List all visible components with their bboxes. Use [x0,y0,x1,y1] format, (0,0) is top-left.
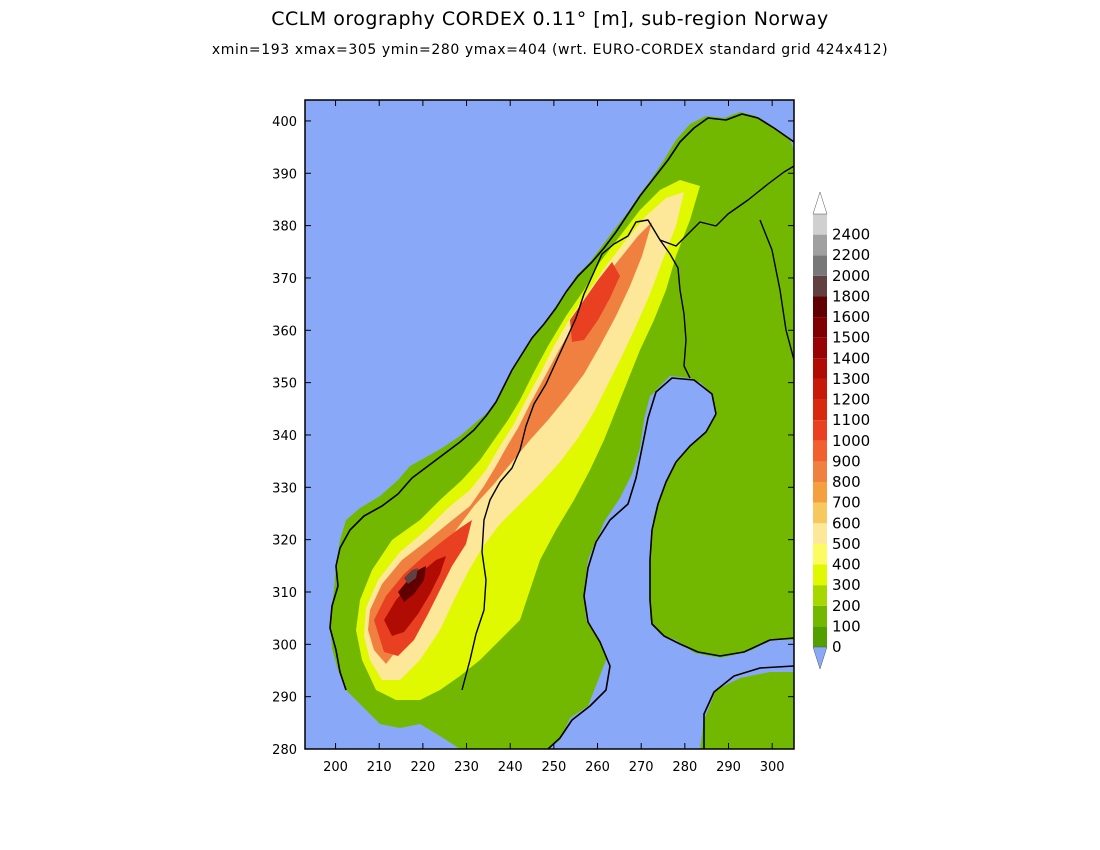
border-norway-sweden [461,219,717,691]
colorbar-label: 1000 [832,432,870,450]
colorbar-swatch [813,502,827,524]
colorbar-swatch [813,337,827,359]
x-tick-label: 250 [541,760,566,775]
y-tick-label: 400 [272,115,297,130]
coastline-norway [329,113,794,691]
colorbar-swatch [813,605,827,627]
y-axis: 280 290 300 310 320 330 340 350 360 370 380 390 400 [272,115,794,758]
coastline-finland [649,413,794,657]
colorbar-swatch [813,564,827,586]
colorbar-label: 1100 [832,411,870,429]
colorbar-label: 1800 [832,287,870,305]
colorbar-label: 100 [832,617,861,635]
colorbar-label: 800 [832,473,861,491]
colorbar-label: 400 [832,556,861,574]
x-tick-label: 300 [760,760,785,775]
colorbar-over-triangle [812,191,828,215]
colorbar-label: 500 [832,535,861,553]
colorbar-label: 1300 [832,370,870,388]
elevation-band-1300 [384,556,446,636]
plot-frame [304,99,795,750]
coastline-estonia [703,665,794,749]
terrain-layer [329,112,794,749]
colorbar-swatch [813,482,827,503]
colorbar-swatch [813,543,827,565]
colorbar-swatch [813,399,827,421]
map-title: CCLM orography CORDEX 0.11° [m], sub-reg… [271,8,829,30]
colorbar-swatch [813,523,827,544]
colorbar-swatch [813,626,827,647]
colorbar-swatch [813,234,827,256]
colorbar-swatch [813,420,827,441]
colorbar-swatch [813,585,827,606]
x-tick-label: 220 [410,760,435,775]
x-tick-label: 280 [672,760,697,775]
y-tick-label: 290 [272,691,297,706]
border-finland-russia [715,165,794,227]
colorbar-under-triangle [812,646,828,670]
y-tick-label: 320 [272,534,297,549]
y-tick-label: 340 [272,429,297,444]
colorbar-swatch [813,296,827,318]
colorbar-label: 2400 [832,226,870,244]
colorbar-swatch [813,461,827,483]
x-tick-label: 230 [454,760,479,775]
border-sweden-finland [659,239,691,379]
x-tick-label: 290 [716,760,741,775]
x-tick-label: 200 [323,760,348,775]
x-tick-label: 260 [585,760,610,775]
y-tick-label: 350 [272,377,297,392]
y-tick-label: 330 [272,481,297,496]
colorbar-label: 1500 [832,329,870,347]
colorbar-label: 1600 [832,308,870,326]
colorbar-label: 700 [832,494,861,512]
colorbar-label: 2200 [832,246,870,264]
coastline-sweden [547,377,717,749]
x-tick-label: 270 [629,760,654,775]
colorbar-swatch [813,255,827,276]
y-tick-label: 360 [272,324,297,339]
colorbar-label: 600 [832,514,861,532]
colorbar-swatch [813,358,827,379]
colorbar-label: 900 [832,452,861,470]
colorbar-label: 1400 [832,349,870,367]
y-tick-label: 370 [272,272,297,287]
x-tick-label: 240 [498,760,523,775]
colorbar-label: 300 [832,576,861,594]
colorbar-label: 2000 [832,267,870,285]
map-subtitle: xmin=193 xmax=305 ymin=280 ymax=404 (wrt… [211,42,889,58]
y-tick-label: 310 [272,586,297,601]
elevation-band-1800 [404,568,418,584]
colorbar-label: 0 [832,638,842,656]
x-axis: 200 210 220 230 240 250 260 270 280 290 300 [323,100,785,775]
y-tick-label: 380 [272,220,297,235]
colorbar-swatch [813,317,827,338]
elevation-band-1000-north [570,262,620,342]
y-tick-label: 390 [272,167,297,182]
y-tick-label: 300 [272,638,297,653]
colorbar-swatch [813,440,827,462]
border-finland-russia-east [759,219,794,361]
y-tick-label: 280 [272,743,297,758]
colorbar-label: 200 [832,597,861,615]
colorbar: 0 100 200 300 400 500 600 700 800 900 1000 1100 1200… [812,191,870,670]
x-tick-label: 210 [367,760,392,775]
colorbar-label: 1200 [832,391,870,409]
colorbar-swatch [813,275,827,297]
colorbar-swatch [813,214,827,235]
gulf-of-bothnia [586,380,716,652]
elevation-band-1600 [398,566,426,602]
colorbar-swatch [813,378,827,400]
